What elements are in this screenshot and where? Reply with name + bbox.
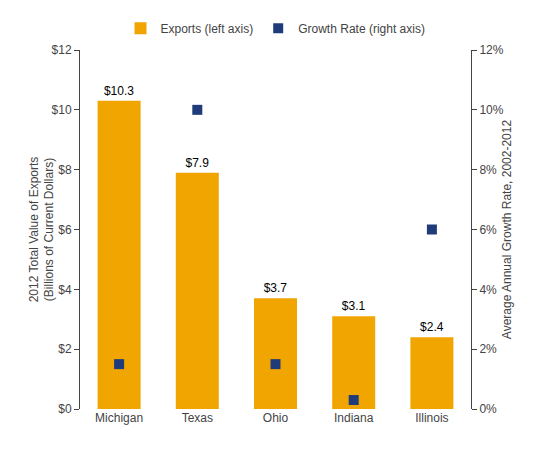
svg-text:6%: 6% <box>479 223 497 237</box>
svg-text:$12: $12 <box>52 43 72 57</box>
svg-text:Texas: Texas <box>182 411 213 425</box>
svg-text:Exports (left axis): Exports (left axis) <box>161 22 254 36</box>
svg-text:$6: $6 <box>58 223 72 237</box>
svg-text:$10: $10 <box>52 103 72 117</box>
svg-text:0%: 0% <box>479 402 497 416</box>
svg-text:8%: 8% <box>479 163 497 177</box>
svg-text:$8: $8 <box>58 163 72 177</box>
svg-text:$0: $0 <box>58 402 72 416</box>
svg-text:2012 Total Value of Exports(Bi: 2012 Total Value of Exports(Billions of … <box>27 157 57 303</box>
svg-text:$7.9: $7.9 <box>185 156 209 170</box>
svg-text:Indiana: Indiana <box>334 411 374 425</box>
svg-text:$2.4: $2.4 <box>420 320 444 334</box>
svg-text:Growth Rate (right axis): Growth Rate (right axis) <box>298 22 425 36</box>
svg-text:2%: 2% <box>479 342 497 356</box>
svg-text:$2: $2 <box>58 342 72 356</box>
svg-text:$10.3: $10.3 <box>104 84 134 98</box>
svg-text:Average Annual Growth Rate, 20: Average Annual Growth Rate, 2002-2012 <box>500 120 514 340</box>
svg-text:Illinois: Illinois <box>415 411 448 425</box>
svg-text:$3.1: $3.1 <box>342 299 366 313</box>
svg-text:$4: $4 <box>58 283 72 297</box>
svg-text:Ohio: Ohio <box>263 411 289 425</box>
svg-text:10%: 10% <box>479 103 503 117</box>
svg-text:Michigan: Michigan <box>95 411 143 425</box>
svg-text:4%: 4% <box>479 283 497 297</box>
svg-text:$3.7: $3.7 <box>264 281 288 295</box>
svg-text:12%: 12% <box>479 43 503 57</box>
